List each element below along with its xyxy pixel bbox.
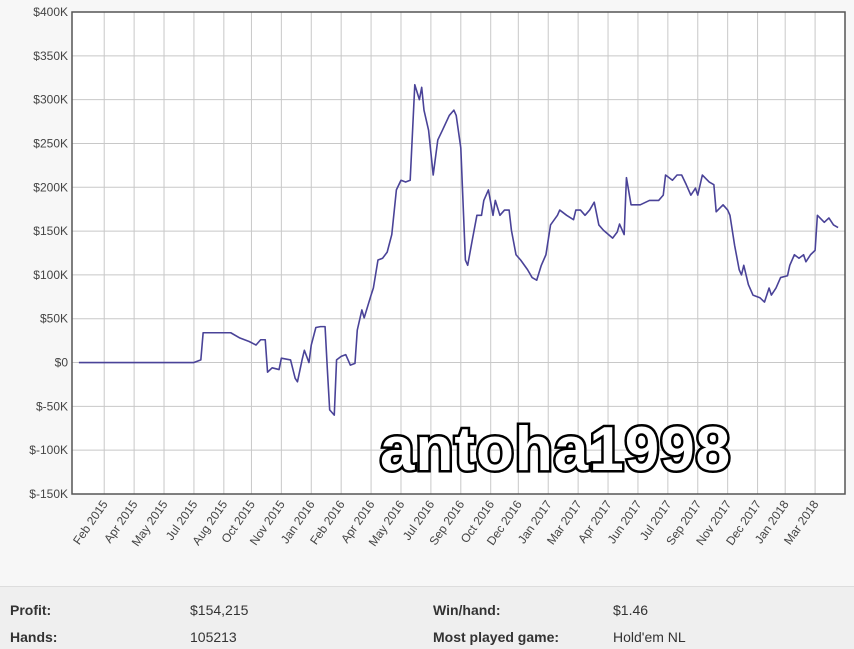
y-tick-label: $150K	[33, 224, 68, 238]
stat-value: $1.46	[613, 602, 649, 618]
y-tick-label: $350K	[33, 49, 68, 63]
y-tick-label: $100K	[33, 268, 68, 282]
stats-panel: Profit: $154,215 Win/hand: $1.46 Hands: …	[0, 586, 854, 649]
y-tick-label: $-50K	[36, 399, 68, 413]
y-tick-label: $50K	[40, 312, 68, 326]
y-tick-label: $-100K	[29, 443, 68, 457]
stat-label: Profit:	[10, 602, 52, 618]
y-tick-label: $0	[55, 356, 69, 370]
watermark: antoha1998	[380, 415, 731, 484]
y-tick-label: $300K	[33, 93, 68, 107]
stat-value: $154,215	[190, 602, 249, 618]
stat-label: Win/hand:	[433, 602, 501, 618]
plot-area	[72, 12, 845, 494]
chart: $-150K $-100K $-50K $0 $50K $100K $150K $200K $2…	[29, 5, 846, 549]
y-tick-label: $400K	[33, 5, 68, 19]
stat-label: Hands:	[10, 629, 58, 645]
plot-border	[71, 11, 846, 495]
y-tick-label: $200K	[33, 180, 68, 194]
stat-value: 105213	[190, 629, 237, 645]
stat-value: Hold'em NL	[613, 629, 686, 645]
y-tick-label: $-150K	[29, 487, 68, 501]
series-line	[78, 83, 839, 416]
y-tick-label: $250K	[33, 136, 68, 150]
stat-label: Most played game:	[433, 629, 560, 645]
